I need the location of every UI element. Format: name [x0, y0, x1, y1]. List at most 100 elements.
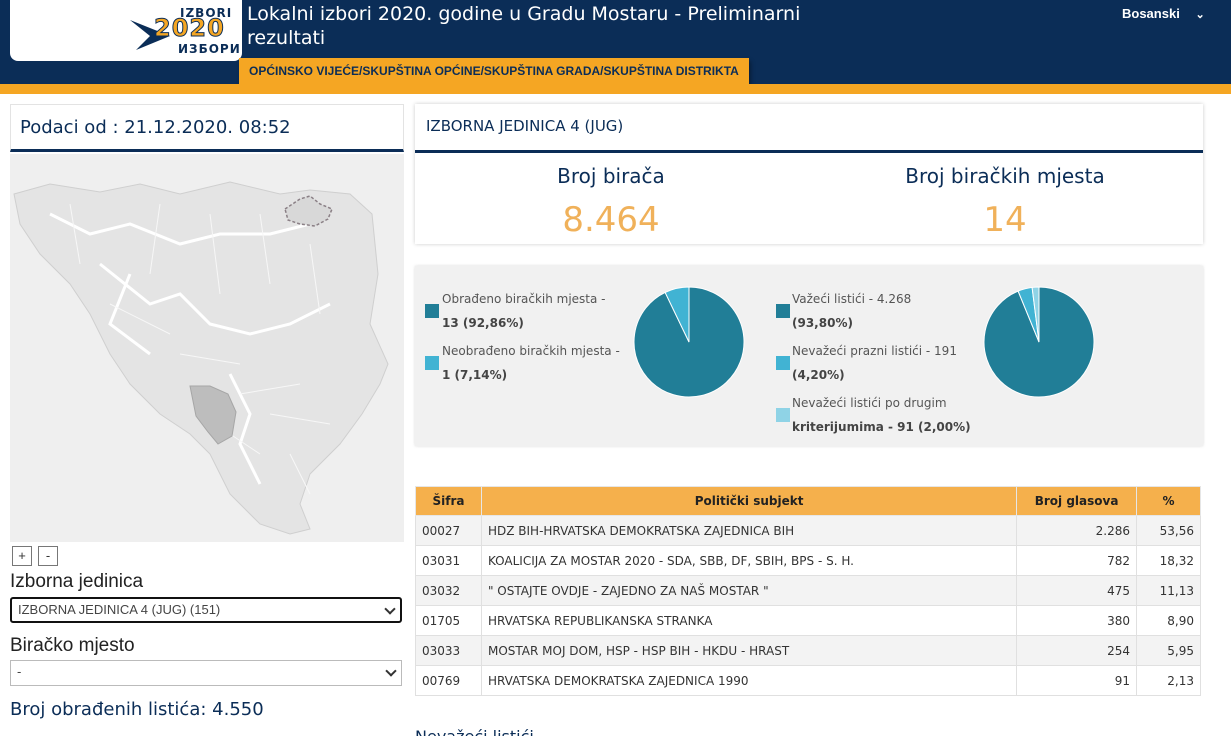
- logo-arrow-icon: [130, 20, 170, 50]
- brcko-district[interactable]: [284, 195, 333, 227]
- legend-valid-ballots: Važeći listići - 4.268 (93,80%): [792, 287, 992, 335]
- legend-blank-ballots: Nevažeći prazni listići - 191 (4,20%): [792, 339, 992, 387]
- party-code: 00769: [415, 665, 482, 696]
- party-code: 00027: [415, 515, 482, 546]
- vote-count: 91: [1016, 665, 1138, 696]
- legend-swatch-valid: [776, 304, 790, 318]
- vote-count: 2.286: [1016, 515, 1138, 546]
- party-name: HRVATSKA REPUBLIKANSKA STRANKA: [480, 605, 1018, 636]
- logo-year: 2020: [154, 14, 225, 43]
- vote-percent: 8,90: [1136, 605, 1201, 636]
- entity-boundary: [49, 212, 331, 485]
- legend-label: Neobrađeno biračkih mjesta -: [442, 344, 620, 358]
- vote-count: 380: [1016, 605, 1138, 636]
- logo-text-cyrillic: ИЗБОРИ: [178, 42, 241, 56]
- legend-swatch-unprocessed: [425, 356, 439, 370]
- party-name: MOSTAR MOJ DOM, HSP - HSP BIH - HKDU - H…: [480, 635, 1018, 666]
- legend-value: (4,20%): [792, 368, 845, 382]
- column-header-party[interactable]: Politički subjekt: [480, 486, 1018, 516]
- legend-value: (93,80%): [792, 316, 853, 330]
- logo-mark: IZBORI 2020 ИЗБОРИ: [130, 4, 240, 58]
- results-table: Šifra Politički subjekt Broj glasova % 0…: [415, 486, 1201, 696]
- column-header-percent[interactable]: %: [1136, 486, 1201, 516]
- vote-percent: 53,56: [1136, 515, 1201, 546]
- polling-stations-value: 14: [983, 200, 1027, 240]
- legend-label: Važeći listići - 4.268: [792, 292, 912, 306]
- header-accent-strip: [0, 84, 1231, 94]
- page-title: Lokalni izbori 2020. godine u Gradu Most…: [247, 3, 801, 49]
- vote-percent: 5,95: [1136, 635, 1201, 666]
- legend-swatch-blank: [776, 356, 790, 370]
- vote-percent: 18,32: [1136, 545, 1201, 576]
- legend-unprocessed-stations: Neobrađeno biračkih mjesta - 1 (7,14%): [442, 339, 642, 387]
- mostar-municipality[interactable]: [189, 385, 237, 445]
- polling-stations-label: Broj biračkih mjesta: [905, 164, 1105, 188]
- legend-other-invalid-ballots: Nevažeći listići po drugim kriterijumima…: [792, 391, 992, 439]
- logo[interactable]: IZBORI 2020 ИЗБОРИ: [10, 0, 242, 61]
- legend-value: 13 (92,86%): [442, 316, 524, 330]
- column-header-code[interactable]: Šifra: [415, 486, 482, 516]
- stations-pie-chart[interactable]: [632, 285, 746, 399]
- vote-count: 475: [1016, 575, 1138, 606]
- legend-swatch-other-invalid: [776, 408, 790, 422]
- invalid-ballots-heading: Nevažeći listići: [415, 727, 534, 736]
- table-header-row: Šifra Politički subjekt Broj glasova %: [415, 486, 1201, 516]
- column-header-votes[interactable]: Broj glasova: [1016, 486, 1138, 516]
- election-type-badge: OPĆINSKO VIJEĆE/SKUPŠTINA OPĆINE/SKUPŠTI…: [239, 58, 749, 84]
- electoral-unit-value: IZBORNA JEDINICA 4 (JUG) (151): [18, 602, 221, 617]
- legend-label: Nevažeći prazni listići - 191: [792, 344, 957, 358]
- chevron-down-icon: [384, 603, 396, 615]
- table-row[interactable]: 00769 HRVATSKA DEMOKRATSKA ZAJEDNICA 1990…: [415, 665, 1201, 696]
- legend-label: Obrađeno biračkih mjesta -: [442, 292, 606, 306]
- party-code: 03033: [415, 635, 482, 666]
- zoom-out-button[interactable]: -: [38, 546, 58, 566]
- legend-value: kriterijumima - 91 (2,00%): [792, 420, 971, 434]
- table-row[interactable]: 03032 " OSTAJTE OVDJE - ZAJEDNO ZA NAŠ MO…: [415, 575, 1201, 606]
- table-row[interactable]: 03033 MOSTAR MOJ DOM, HSP - HSP BIH - HKD…: [415, 635, 1201, 666]
- party-name: HRVATSKA DEMOKRATSKA ZAJEDNICA 1990: [480, 665, 1018, 696]
- party-code: 01705: [415, 605, 482, 636]
- party-name: " OSTAJTE OVDJE - ZAJEDNO ZA NAŠ MOSTAR …: [480, 575, 1018, 606]
- panel-divider: [415, 150, 1203, 153]
- electoral-unit-label: Izborna jedinica: [10, 571, 144, 592]
- party-name: HDZ BIH-HRVATSKA DEMOKRATSKA ZAJEDNICA B…: [480, 515, 1018, 546]
- language-label: Bosanski: [1122, 6, 1180, 21]
- electoral-unit-title: IZBORNA JEDINICA 4 (JUG): [426, 117, 624, 135]
- vote-percent: 2,13: [1136, 665, 1201, 696]
- legend-label: Nevažeći listići po drugim: [792, 396, 947, 410]
- legend-swatch-processed: [425, 304, 439, 318]
- map-panel[interactable]: [10, 154, 404, 542]
- party-code: 03032: [415, 575, 482, 606]
- statistics-panel: Obrađeno biračkih mjesta - 13 (92,86%) N…: [415, 266, 1203, 446]
- bih-map[interactable]: [10, 154, 404, 542]
- polling-station-value: -: [17, 664, 22, 679]
- electoral-unit-select[interactable]: IZBORNA JEDINICA 4 (JUG) (151): [10, 597, 402, 623]
- data-timestamp: Podaci od : 21.12.2020. 08:52: [20, 117, 291, 138]
- pie-slice-1[interactable]: [664, 286, 690, 343]
- pie-slice-2[interactable]: [1031, 286, 1040, 343]
- electoral-unit-panel: IZBORNA JEDINICA 4 (JUG) Broj birača 8.4…: [415, 104, 1203, 244]
- chevron-down-icon: [385, 665, 397, 677]
- language-selector[interactable]: Bosanski ⌄: [1122, 6, 1205, 21]
- chevron-down-icon: ⌄: [1195, 9, 1205, 21]
- vote-count: 254: [1016, 635, 1138, 666]
- legend-processed-stations: Obrađeno biračkih mjesta - 13 (92,86%): [442, 287, 642, 335]
- table-row[interactable]: 03031 KOALICIJA ZA MOSTAR 2020 - SDA, SBB…: [415, 545, 1201, 576]
- ballots-pie-chart[interactable]: [982, 285, 1096, 399]
- party-name: KOALICIJA ZA MOSTAR 2020 - SDA, SBB, DF,…: [480, 545, 1018, 576]
- voters-value: 8.464: [562, 200, 660, 240]
- voters-label: Broj birača: [557, 164, 665, 188]
- processed-ballots-count: Broj obrađenih listića: 4.550: [10, 699, 264, 720]
- legend-value: 1 (7,14%): [442, 368, 508, 382]
- party-code: 03031: [415, 545, 482, 576]
- logo-text-latin: IZBORI: [180, 6, 233, 20]
- vote-percent: 11,13: [1136, 575, 1201, 606]
- header-bar: IZBORI 2020 ИЗБОРИ Lokalni izbori 2020. …: [0, 0, 1231, 84]
- table-row[interactable]: 00027 HDZ BIH-HRVATSKA DEMOKRATSKA ZAJEDN…: [415, 515, 1201, 546]
- vote-count: 782: [1016, 545, 1138, 576]
- polling-station-select[interactable]: -: [10, 660, 402, 686]
- data-timestamp-panel: Podaci od : 21.12.2020. 08:52: [10, 104, 404, 152]
- table-row[interactable]: 01705 HRVATSKA REPUBLIKANSKA STRANKA 380 8,…: [415, 605, 1201, 636]
- polling-station-label: Biračko mjesto: [10, 635, 135, 656]
- zoom-in-button[interactable]: +: [12, 546, 32, 566]
